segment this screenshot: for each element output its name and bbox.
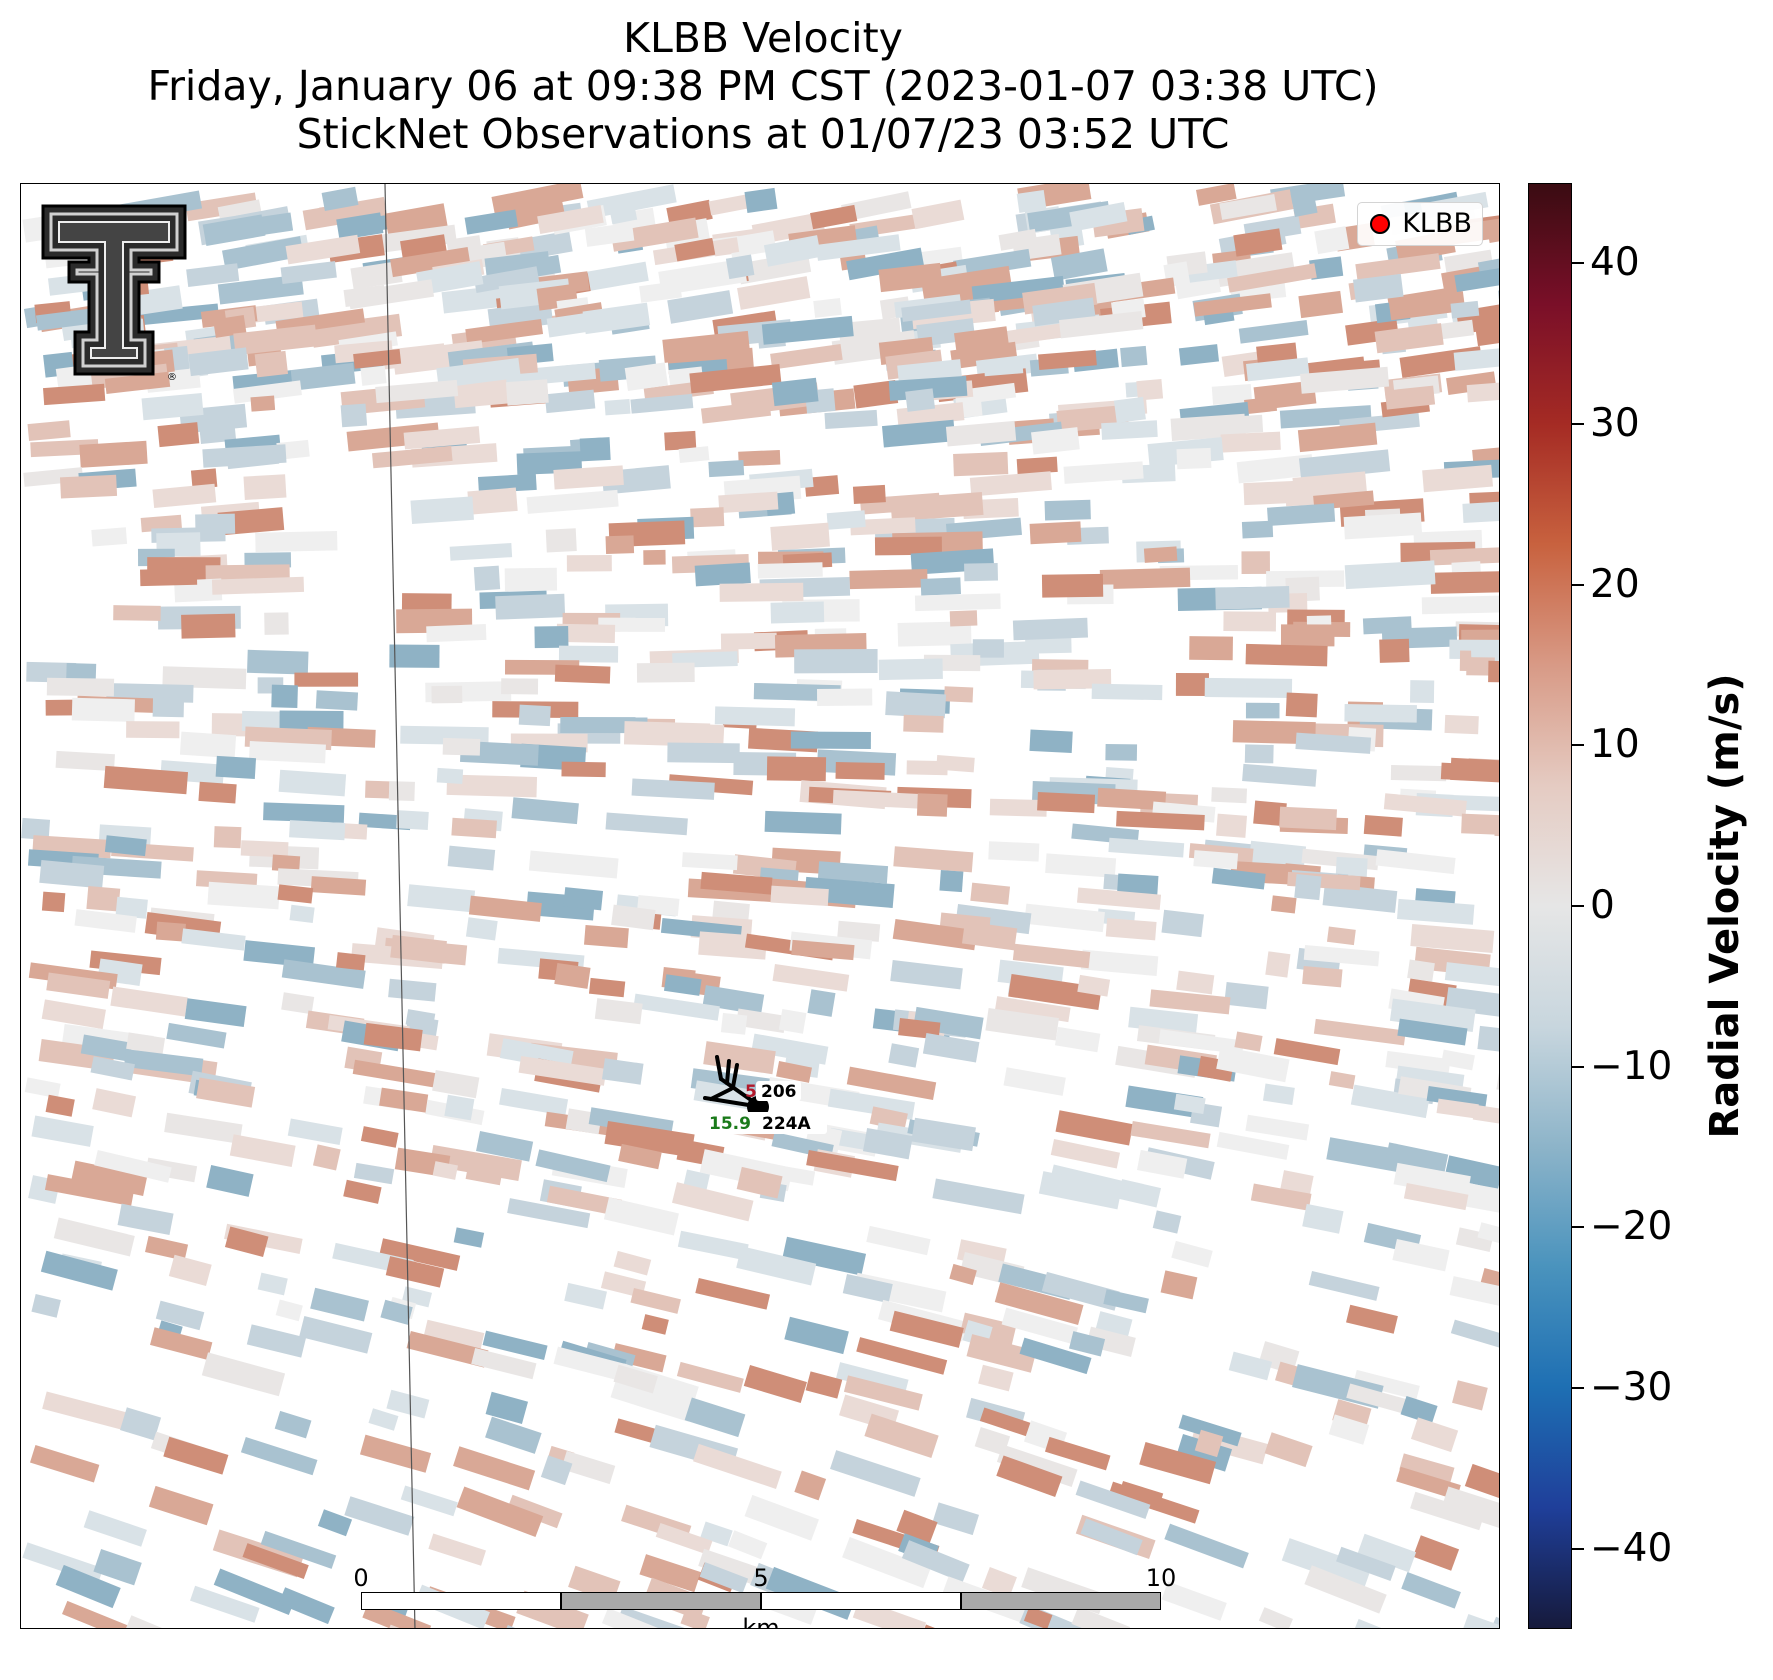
- radar-map[interactable]: 206 5 15.9 224A ® KLBB 0 5 10 km: [20, 183, 1500, 1629]
- stick-net-station-plot[interactable]: 206 5 15.9 224A: [703, 1055, 827, 1134]
- map-legend: KLBB: [1357, 202, 1483, 246]
- scale-segment: [561, 1592, 761, 1610]
- station-206-value: 5: [745, 1082, 757, 1102]
- colorbar-tick-label: 20: [1590, 561, 1640, 607]
- colorbar-tick-label: 10: [1590, 722, 1640, 768]
- title-line-3: StickNet Observations at 01/07/23 03:52 …: [296, 110, 1230, 158]
- texas-tech-logo-icon: ®: [39, 202, 189, 383]
- scale-segment: [761, 1592, 961, 1610]
- title-line-1: KLBB Velocity: [623, 14, 903, 62]
- scale-segment: [361, 1592, 561, 1610]
- scale-tick-label: 0: [353, 1564, 369, 1592]
- scale-bar: 0 5 10 km: [353, 1564, 1176, 1629]
- svg-text:®: ®: [167, 372, 177, 382]
- station-224a-value: 15.9: [709, 1114, 751, 1134]
- colorbar-tick-label: −10: [1590, 1043, 1673, 1089]
- county-border-line: [384, 184, 416, 1628]
- klbb-marker-icon: [1370, 214, 1391, 234]
- colorbar-tick-label: 0: [1590, 883, 1615, 928]
- scale-unit-label: km: [742, 1614, 780, 1629]
- colorbar-tick-label: 30: [1590, 401, 1640, 446]
- colorbar-tick-label: −20: [1590, 1204, 1673, 1250]
- station-id-206: 206: [761, 1082, 797, 1102]
- title-line-2: Friday, January 06 at 09:38 PM CST (2023…: [147, 62, 1379, 110]
- scale-tick-label: 10: [1145, 1564, 1177, 1592]
- colorbar-tick-label: −40: [1590, 1525, 1673, 1571]
- colorbar-tick-label: −30: [1590, 1365, 1673, 1410]
- radar-velocity-field: 206 5 15.9 224A: [21, 184, 1499, 1628]
- velocity-bins: [21, 184, 1499, 1628]
- scale-tick-label: 5: [753, 1564, 769, 1592]
- station-id-224a: 224A: [762, 1114, 811, 1134]
- colorbar-tick-label: 40: [1590, 240, 1640, 286]
- velocity-colorbar: [1528, 183, 1572, 1629]
- scale-segment: [961, 1592, 1161, 1610]
- legend-label: KLBB: [1402, 208, 1472, 239]
- colorbar-label: Radial Velocity (m/s): [1702, 673, 1748, 1139]
